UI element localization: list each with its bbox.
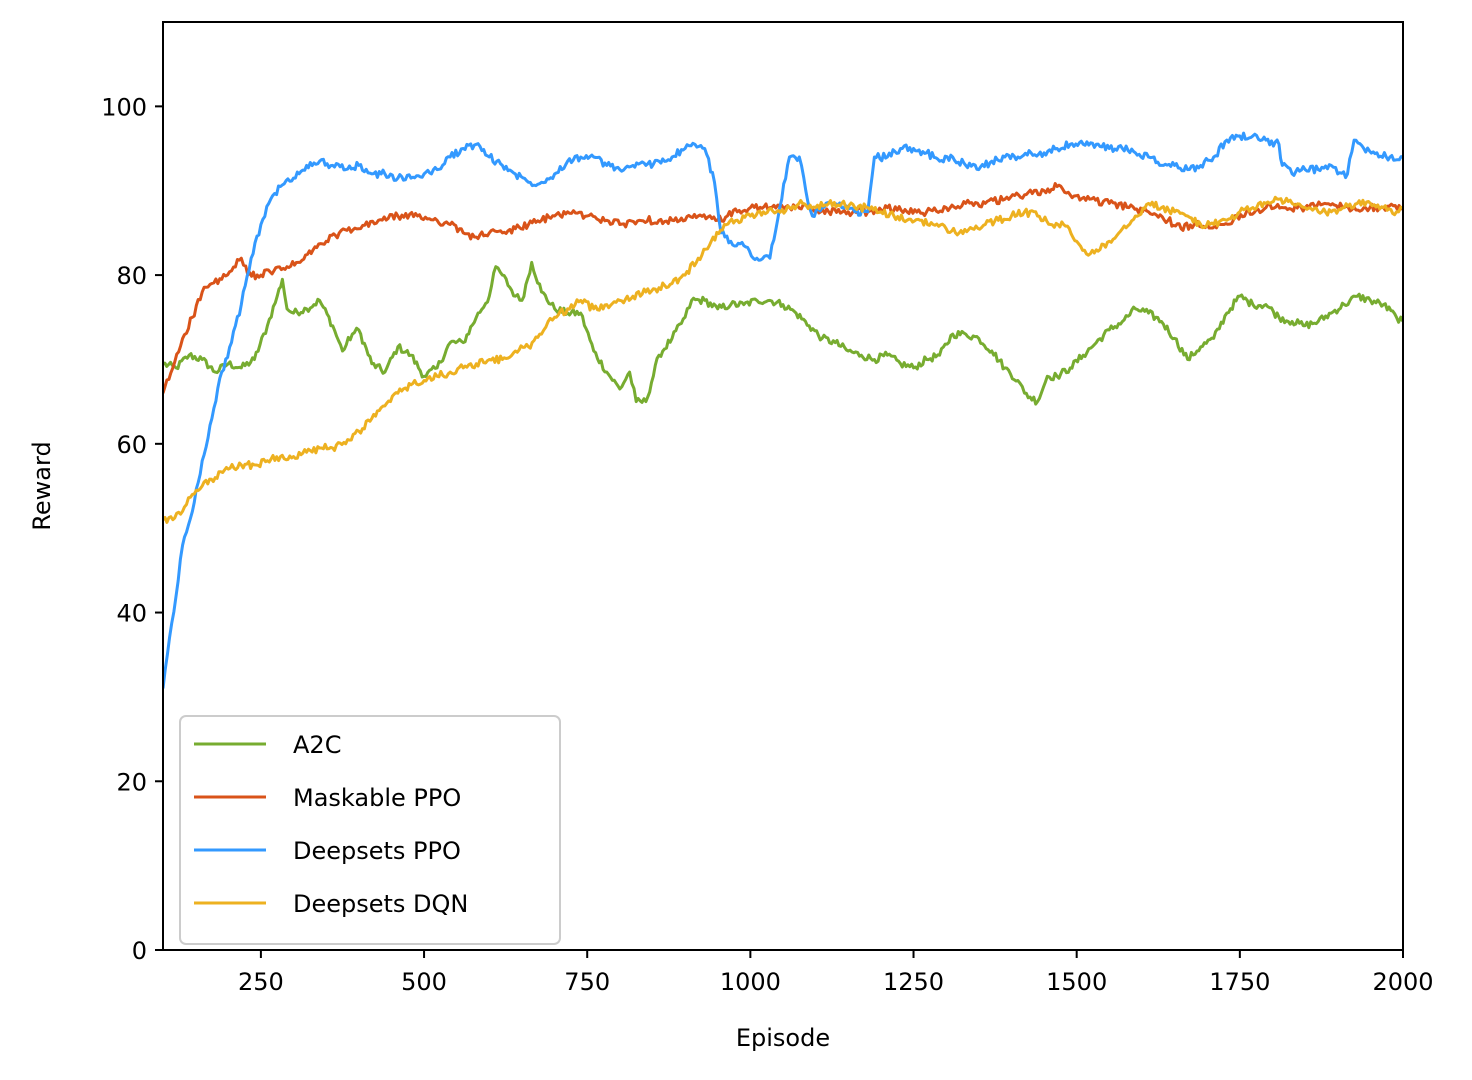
legend-label: Deepsets PPO: [293, 837, 461, 865]
y-tick-label: 80: [116, 262, 147, 290]
x-tick-label: 1500: [1046, 968, 1107, 996]
y-tick-label: 100: [101, 93, 147, 121]
x-tick-label: 500: [401, 968, 447, 996]
x-tick-label: 250: [238, 968, 284, 996]
legend-box: [179, 715, 561, 945]
series-layer: [163, 131, 1403, 689]
legend-label: Deepsets DQN: [293, 890, 468, 918]
y-axis-label: Reward: [28, 441, 56, 530]
x-tick-label: 1000: [720, 968, 781, 996]
y-tick-label: 0: [132, 937, 147, 965]
series-line-deepsets-dqn: [163, 195, 1403, 524]
y-axis: 0 20 40 60 80 100: [101, 93, 163, 965]
series-line-deepsets-ppo: [163, 131, 1403, 689]
legend: A2C Maskable PPO Deepsets PPO Deepsets DQN: [179, 715, 561, 945]
series-line-a2c: [163, 260, 1403, 406]
x-axis-label: Episode: [736, 1024, 830, 1052]
plot-frame: [162, 21, 1404, 951]
x-tick-label: 750: [564, 968, 610, 996]
legend-label: A2C: [293, 731, 341, 759]
x-axis: 250 500 750 1000 1250 1500 1750 2000: [238, 950, 1434, 996]
y-tick-label: 60: [116, 431, 147, 459]
x-tick-label: 1250: [883, 968, 944, 996]
x-tick-label: 1750: [1209, 968, 1270, 996]
legend-label: Maskable PPO: [293, 784, 461, 812]
y-tick-label: 40: [116, 600, 147, 628]
y-tick-label: 20: [116, 768, 147, 796]
series-line-maskable-ppo: [163, 182, 1403, 394]
x-tick-label: 2000: [1372, 968, 1433, 996]
